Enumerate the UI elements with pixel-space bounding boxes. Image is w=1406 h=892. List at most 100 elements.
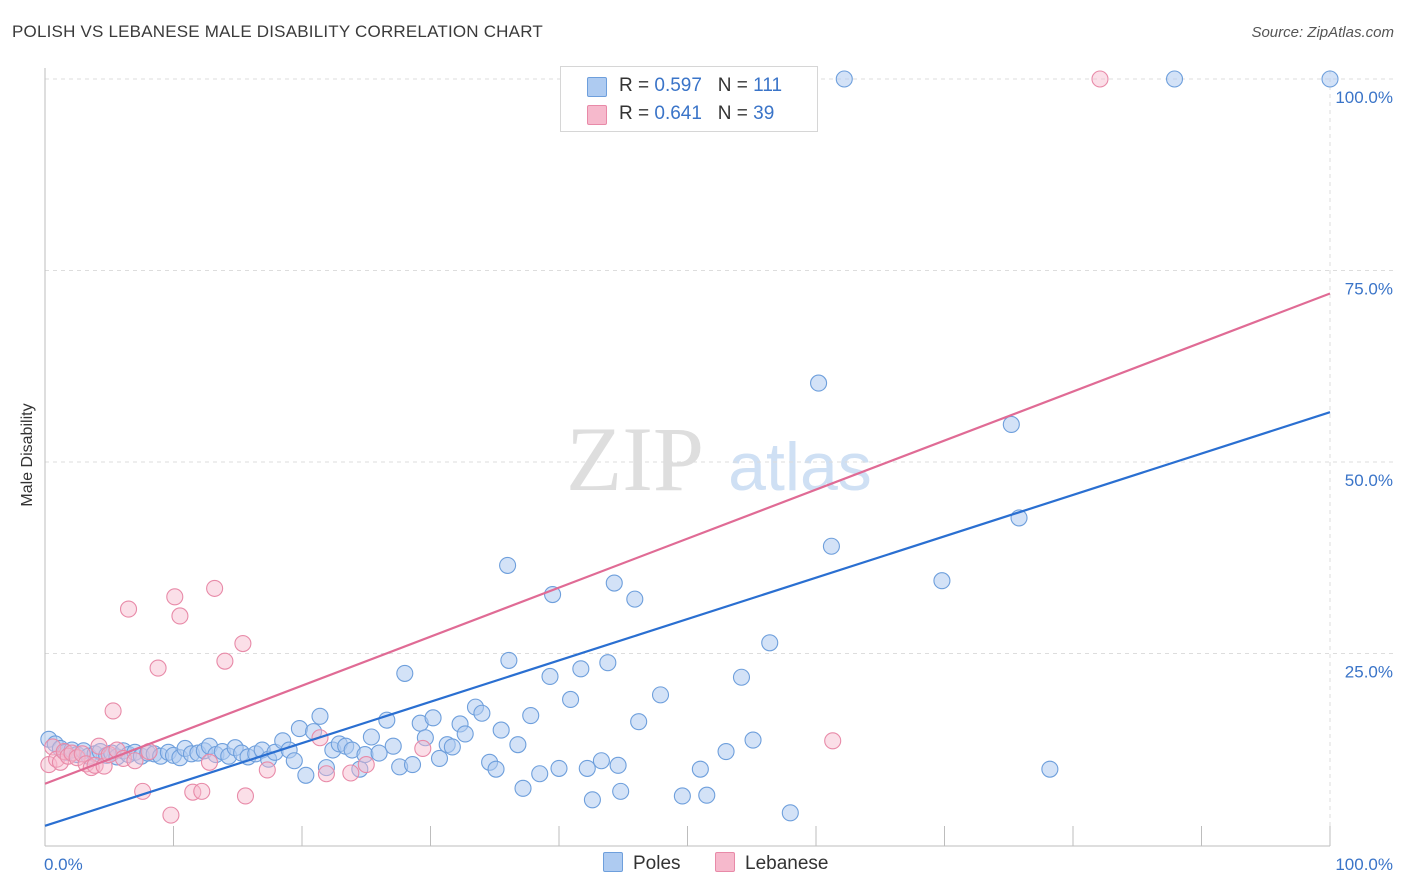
poles-point — [1321, 70, 1339, 88]
legend-item-poles[interactable]: Poles — [603, 852, 681, 875]
poles-point — [578, 759, 596, 777]
lebanese-n-value: 39 — [753, 103, 775, 124]
poles-point — [541, 667, 559, 686]
lebanese-point — [171, 607, 189, 625]
poles-point — [810, 374, 828, 392]
x-axis — [44, 68, 1331, 847]
lebanese-point — [1091, 70, 1109, 88]
poles-point — [531, 765, 549, 783]
poles-point — [1041, 760, 1059, 778]
lebanese-legend-swatch — [715, 852, 735, 872]
poles-point — [612, 782, 630, 800]
poles-swatch — [587, 77, 607, 97]
poles-point — [562, 690, 580, 709]
lebanese-trend-line — [44, 292, 1331, 785]
poles-point — [651, 686, 670, 704]
lebanese-point — [317, 765, 335, 783]
poles-point — [744, 731, 762, 749]
poles-point — [456, 725, 474, 743]
x-tick-label-min: 0.0% — [44, 855, 83, 874]
poles-point — [822, 537, 840, 555]
poles-point — [473, 704, 491, 722]
poles-point — [297, 766, 315, 784]
poles-point — [403, 756, 422, 774]
lebanese-point — [200, 753, 219, 771]
n-label: N = — [717, 75, 748, 96]
y-tick-label: 100.0% — [1335, 88, 1393, 107]
poles-legend-swatch — [603, 852, 623, 872]
poles-point — [500, 651, 518, 669]
poles-n-value: 111 — [753, 75, 783, 96]
lebanese-point — [166, 588, 184, 606]
watermark-atlas: atlas — [728, 429, 872, 505]
poles-point — [609, 756, 627, 774]
y-tick-label: 75.0% — [1345, 280, 1393, 299]
lebanese-point — [206, 579, 224, 597]
series-legend: Poles Lebanese — [0, 852, 1406, 878]
lebanese-point — [216, 652, 234, 670]
poles-point — [285, 752, 303, 770]
poles-point — [443, 738, 461, 756]
poles-point — [396, 664, 414, 682]
poles-point — [384, 737, 402, 755]
poles-point — [673, 787, 691, 805]
poles-point — [691, 760, 709, 778]
lebanese-point — [258, 761, 276, 779]
legend-item-lebanese[interactable]: Lebanese — [715, 852, 828, 875]
r-label: R = — [619, 103, 650, 124]
poles-point — [599, 654, 617, 672]
watermark: ZIP atlas — [566, 408, 872, 510]
lebanese-point — [414, 739, 432, 758]
lebanese-point — [126, 752, 144, 770]
lebanese-point — [342, 764, 360, 782]
y-tick-label: 50.0% — [1345, 471, 1393, 490]
lebanese-point — [149, 659, 167, 677]
lebanese-point — [73, 745, 91, 763]
poles-point — [626, 590, 644, 608]
poles-point — [732, 668, 751, 686]
lebanese-point — [184, 783, 202, 801]
poles-point — [717, 742, 735, 761]
poles-point — [781, 804, 799, 822]
poles-point — [933, 572, 951, 590]
poles-point — [1002, 415, 1020, 434]
poles-legend-label: Poles — [633, 853, 681, 874]
lebanese-swatch — [587, 105, 607, 125]
y-tick-labels: 25.0% 50.0% 75.0% 100.0% — [1335, 88, 1393, 682]
source-label: Source: ZipAtlas.com — [1251, 24, 1394, 41]
lebanese-legend-label: Lebanese — [745, 853, 829, 874]
poles-point — [487, 760, 505, 778]
trend-lines — [44, 292, 1331, 827]
poles-point — [424, 709, 442, 727]
poles-point — [370, 744, 388, 762]
poles-point — [430, 749, 449, 767]
lebanese-point — [234, 634, 252, 653]
lebanese-point — [193, 782, 211, 800]
poles-point — [522, 706, 540, 725]
poles-point — [592, 752, 610, 770]
lebanese-point — [357, 756, 375, 774]
poles-point — [514, 779, 532, 797]
lebanese-point — [162, 806, 180, 824]
y-tick-label: 25.0% — [1345, 663, 1393, 682]
poles-point — [698, 786, 716, 804]
lebanese-r-value: 0.641 — [654, 103, 702, 124]
x-tick-label-max: 100.0% — [1335, 855, 1393, 874]
poles-point — [499, 556, 517, 574]
poles-point — [630, 713, 648, 731]
watermark-zip: ZIP — [566, 408, 704, 510]
poles-point — [290, 720, 308, 738]
n-label: N = — [717, 103, 748, 124]
poles-point — [583, 791, 601, 809]
poles-point — [1165, 70, 1184, 88]
poles-point — [492, 721, 510, 739]
lebanese-point — [824, 732, 842, 750]
poles-point — [416, 729, 434, 747]
poles-point — [761, 634, 779, 652]
r-label: R = — [619, 75, 650, 96]
lebanese-point — [104, 702, 122, 720]
stats-legend: R = 0.597 N = 111 R = 0.641 N = 39 — [560, 66, 818, 132]
poles-point — [550, 759, 568, 777]
chart-title: POLISH VS LEBANESE MALE DISABILITY CORRE… — [12, 22, 543, 41]
